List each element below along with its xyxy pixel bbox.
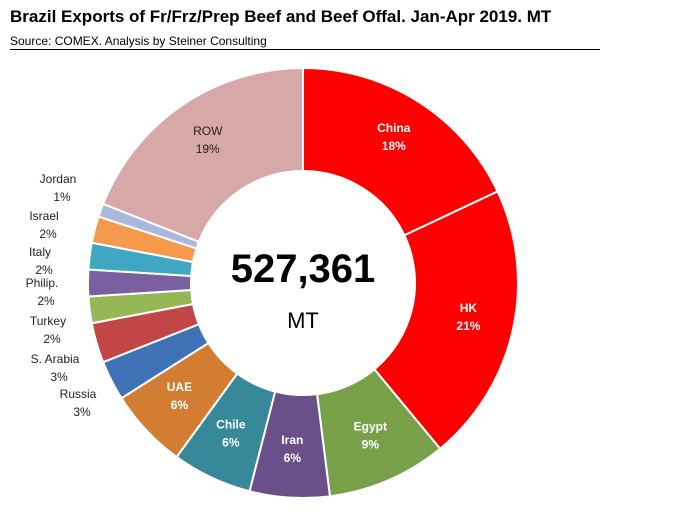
slice-percent-jordan: 1% bbox=[53, 190, 71, 204]
slice-name-china: China bbox=[377, 121, 411, 135]
slice-china bbox=[302, 66, 499, 237]
slice-row bbox=[101, 66, 304, 244]
slice-name-philip: Philip. bbox=[26, 276, 59, 290]
slice-percent-italy: 2% bbox=[35, 263, 53, 277]
slice-percent-russia: 3% bbox=[73, 405, 91, 419]
slice-name-s-arabia: S. Arabia bbox=[31, 352, 80, 366]
slice-percent-hk: 21% bbox=[456, 319, 480, 333]
slices-group bbox=[87, 66, 519, 499]
slice-name-uae: UAE bbox=[167, 380, 192, 394]
slice-name-hk: HK bbox=[460, 301, 478, 315]
slice-percent-row: 19% bbox=[196, 142, 220, 156]
slice-name-chile: Chile bbox=[216, 417, 246, 431]
source-divider bbox=[10, 49, 600, 50]
slice-name-italy: Italy bbox=[29, 245, 51, 259]
chart-title: Brazil Exports of Fr/Frz/Prep Beef and B… bbox=[10, 7, 552, 26]
slice-name-egypt: Egypt bbox=[354, 420, 387, 434]
slice-name-russia: Russia bbox=[60, 387, 97, 401]
slice-name-iran: Iran bbox=[281, 433, 303, 447]
center-total-unit: MT bbox=[287, 308, 319, 333]
chart-source: Source: COMEX. Analysis by Steiner Consu… bbox=[10, 34, 267, 48]
slice-percent-china: 18% bbox=[382, 139, 406, 153]
slice-percent-s-arabia: 3% bbox=[50, 370, 68, 384]
slice-hk bbox=[372, 190, 519, 451]
slice-name-turkey: Turkey bbox=[30, 314, 66, 328]
slice-name-israel: Israel bbox=[29, 209, 58, 223]
center-total-value: 527,361 bbox=[231, 247, 376, 291]
slice-percent-philip: 2% bbox=[37, 294, 55, 308]
slice-name-row: ROW bbox=[193, 124, 223, 138]
labels-group: China 18% HK 21% Egypt 9% Iran 6% Chile 6% UAE 6% Ru… bbox=[26, 121, 481, 465]
slice-name-jordan: Jordan bbox=[40, 172, 77, 186]
slice-percent-iran: 6% bbox=[284, 451, 302, 465]
slice-percent-israel: 2% bbox=[39, 227, 57, 241]
slice-percent-chile: 6% bbox=[222, 435, 240, 449]
slice-percent-uae: 6% bbox=[171, 398, 189, 412]
slice-percent-egypt: 9% bbox=[362, 438, 380, 452]
slice-percent-turkey: 2% bbox=[43, 332, 61, 346]
